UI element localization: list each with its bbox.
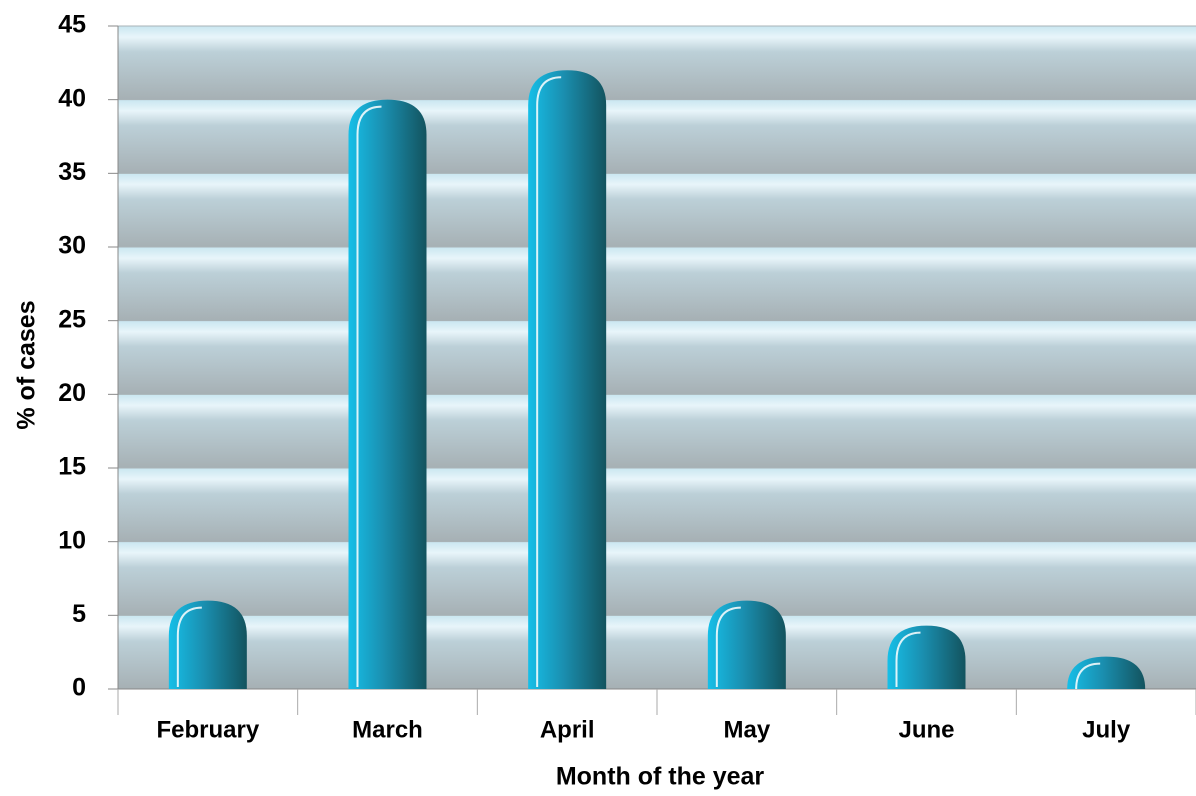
y-tick-label: 45 — [58, 11, 86, 39]
y-tick-label: 5 — [72, 600, 86, 628]
grid-band — [118, 615, 1196, 689]
grid-band — [118, 394, 1196, 468]
y-tick-label: 35 — [58, 158, 86, 186]
x-tick-label: June — [898, 716, 954, 743]
grid-band — [118, 247, 1196, 321]
x-axis-label: Month of the year — [556, 763, 765, 791]
bar-highlight — [356, 105, 382, 687]
grid-band — [118, 99, 1196, 174]
bar-highlight — [1075, 662, 1101, 690]
bar — [1067, 656, 1146, 689]
x-tick-label: February — [156, 716, 259, 743]
y-tick-label: 30 — [58, 232, 86, 260]
x-tick-label: April — [540, 716, 595, 743]
grid-band — [118, 26, 1196, 100]
y-tick-label: 10 — [58, 526, 86, 554]
bar — [707, 600, 786, 689]
y-tick-label: 15 — [58, 453, 86, 481]
bar-highlight — [536, 76, 562, 687]
bar-highlight — [715, 606, 741, 687]
x-tick-label: May — [723, 716, 770, 743]
bar — [168, 600, 247, 689]
y-tick-label: 40 — [58, 84, 86, 112]
bar-highlight — [176, 606, 202, 687]
x-tick-label: July — [1082, 716, 1131, 743]
grid-band — [118, 320, 1196, 395]
bar — [528, 70, 607, 689]
x-tick-label: March — [352, 716, 423, 743]
grid-band — [118, 468, 1196, 542]
y-tick-label: 25 — [58, 305, 86, 333]
bar — [348, 99, 427, 689]
bar-highlight — [895, 631, 921, 687]
bar — [887, 625, 966, 689]
y-axis-label: % of cases — [13, 300, 41, 429]
plot-background — [118, 26, 1196, 689]
grid-band — [118, 541, 1196, 616]
y-tick-label: 20 — [58, 379, 86, 407]
grid-band — [118, 173, 1196, 247]
y-tick-label: 0 — [72, 674, 86, 702]
